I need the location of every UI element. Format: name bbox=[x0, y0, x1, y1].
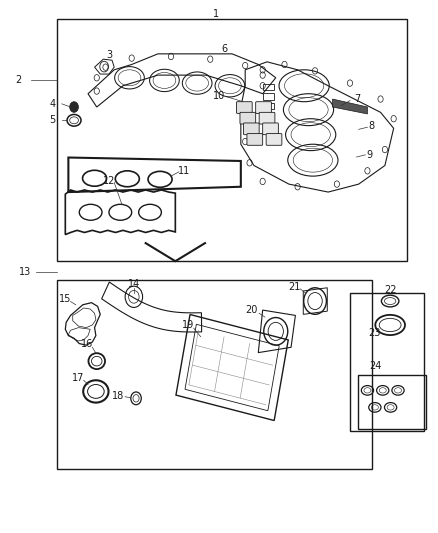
Text: 10: 10 bbox=[213, 91, 225, 101]
Text: 22: 22 bbox=[384, 286, 396, 295]
Text: 24: 24 bbox=[369, 361, 381, 372]
FancyBboxPatch shape bbox=[256, 102, 272, 114]
Text: 16: 16 bbox=[81, 338, 93, 349]
Text: 6: 6 bbox=[221, 44, 227, 53]
Text: 20: 20 bbox=[246, 305, 258, 315]
Text: 12: 12 bbox=[103, 176, 115, 187]
Text: 21: 21 bbox=[288, 282, 300, 292]
Text: 3: 3 bbox=[106, 50, 112, 60]
FancyBboxPatch shape bbox=[266, 134, 282, 146]
FancyBboxPatch shape bbox=[263, 123, 279, 135]
Text: 14: 14 bbox=[128, 279, 140, 288]
Text: 19: 19 bbox=[182, 320, 194, 330]
Text: 17: 17 bbox=[72, 373, 85, 383]
Text: 1: 1 bbox=[213, 9, 219, 19]
Text: 4: 4 bbox=[49, 99, 55, 109]
FancyBboxPatch shape bbox=[247, 134, 263, 146]
FancyBboxPatch shape bbox=[240, 112, 256, 124]
Text: 5: 5 bbox=[49, 115, 55, 125]
Text: 13: 13 bbox=[18, 267, 31, 277]
Text: 8: 8 bbox=[369, 120, 375, 131]
Text: 9: 9 bbox=[367, 150, 373, 160]
FancyBboxPatch shape bbox=[259, 112, 275, 124]
Text: 2: 2 bbox=[15, 76, 21, 85]
Text: 23: 23 bbox=[368, 328, 380, 338]
Text: 7: 7 bbox=[354, 94, 360, 104]
Circle shape bbox=[70, 102, 78, 112]
Text: 11: 11 bbox=[178, 166, 190, 176]
FancyBboxPatch shape bbox=[237, 102, 252, 114]
FancyBboxPatch shape bbox=[244, 123, 259, 135]
Text: 18: 18 bbox=[112, 391, 124, 401]
Polygon shape bbox=[332, 99, 367, 114]
Text: 15: 15 bbox=[59, 294, 71, 304]
